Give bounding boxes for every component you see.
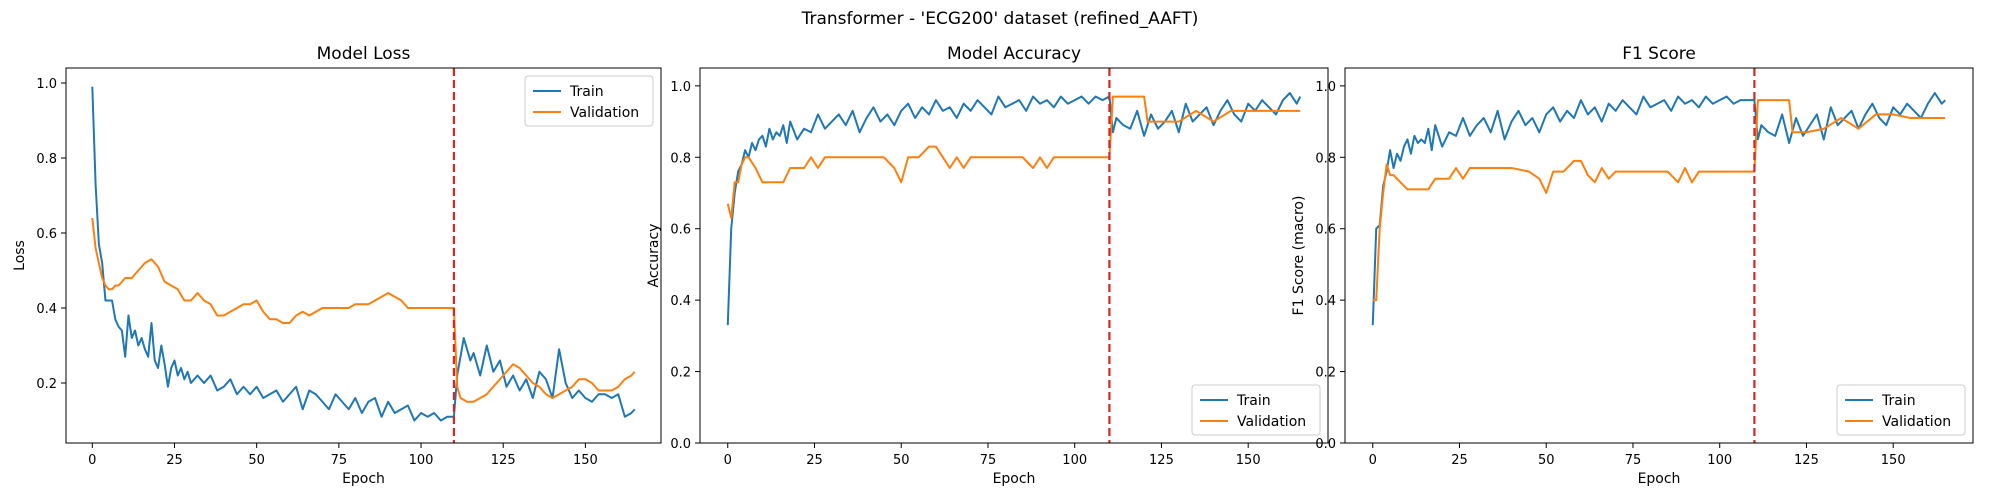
legend-label-train: Train [569,84,604,100]
series-line-validation [91,217,636,403]
x-axis-label: Epoch [993,471,1036,487]
figure-title: Transformer - 'ECG200' dataset (refined_… [801,9,1199,29]
y-tick-label: 0.2 [670,366,691,381]
y-tick-label: 0.8 [1315,151,1336,166]
x-tick-label: 50 [1538,453,1555,468]
f1-panel: F1 Score 0 25 50 75 100 125 150 0.0 0.2 0.4 0.6 0.8 1… [1291,44,1974,487]
x-tick-label: 25 [1451,453,1468,468]
y-tick-label: 0.4 [670,294,691,309]
series-line-train [726,92,1302,326]
legend-label-validation: Validation [1882,414,1951,430]
x-tick-label: 25 [166,453,183,468]
legend-box [1836,384,1966,436]
y-tick-label: 0.2 [1315,366,1336,381]
x-tick-label: 25 [806,453,823,468]
x-axis-label: Epoch [1638,471,1681,487]
accuracy-panel: Model Accuracy 0 25 50 75 100 125 150 0.0 0.2 0.4 0… [646,44,1329,487]
y-tick-label: 1.0 [670,80,691,95]
y-tick-label: 0.8 [670,151,691,166]
y-tick-label: 0.8 [36,152,57,167]
y-tick-label: 0.6 [670,223,691,238]
legend-box [524,75,654,127]
x-tick-label: 150 [1236,453,1261,468]
series-line-validation [726,95,1301,219]
y-tick-label: 0.2 [36,377,57,392]
legend: Train Validation [1836,384,1966,436]
x-tick-label: 50 [893,453,910,468]
axes-frame [699,67,1329,444]
x-tick-label: 125 [491,453,516,468]
x-tick-label: 75 [980,453,997,468]
x-tick-label: 50 [248,453,265,468]
y-tick-label: 1.0 [1315,80,1336,95]
x-tick-label: 125 [1794,453,1819,468]
y-tick-label: 0.4 [1315,294,1336,309]
y-axis-label: Accuracy [646,224,662,288]
legend-label-validation: Validation [1237,414,1306,430]
panel-title: F1 Score [1622,44,1696,64]
y-tick-label: 0.0 [1315,437,1336,452]
legend-box [1191,384,1321,436]
legend: Train Validation [524,75,654,127]
x-tick-label: 75 [1625,453,1642,468]
x-tick-label: 100 [1062,453,1087,468]
y-tick-label: 0.6 [36,227,57,242]
y-tick-label: 0.0 [670,437,691,452]
panel-title: Model Loss [317,44,411,64]
x-tick-label: 100 [409,453,434,468]
x-tick-label: 75 [331,453,348,468]
x-axis-label: Epoch [342,471,385,487]
y-tick-label: 1.0 [36,77,57,92]
series-line-validation [1372,99,1946,302]
series-line-train [1371,92,1946,326]
axes-frame [1344,67,1974,444]
x-tick-label: 0 [1369,453,1377,468]
x-tick-label: 0 [88,453,96,468]
legend-label-train: Train [1881,393,1916,409]
x-tick-label: 0 [724,453,732,468]
y-tick-label: 0.4 [36,302,57,317]
x-tick-label: 100 [1707,453,1732,468]
x-tick-label: 150 [1881,453,1906,468]
y-axis-label: Loss [12,240,28,271]
y-axis-label: F1 Score (macro) [1291,196,1307,316]
x-tick-label: 150 [573,453,598,468]
x-tick-label: 125 [1149,453,1174,468]
loss-panel: Model Loss 0 25 50 75 100 125 150 0.2 0.4 0.6 0.8 1.… [12,44,662,487]
series-line-train [91,86,636,422]
legend: Train Validation [1191,384,1321,436]
legend-label-train: Train [1236,393,1271,409]
legend-label-validation: Validation [570,105,639,121]
panel-title: Model Accuracy [947,44,1081,64]
y-tick-label: 0.6 [1315,223,1336,238]
axes-frame [65,67,662,444]
